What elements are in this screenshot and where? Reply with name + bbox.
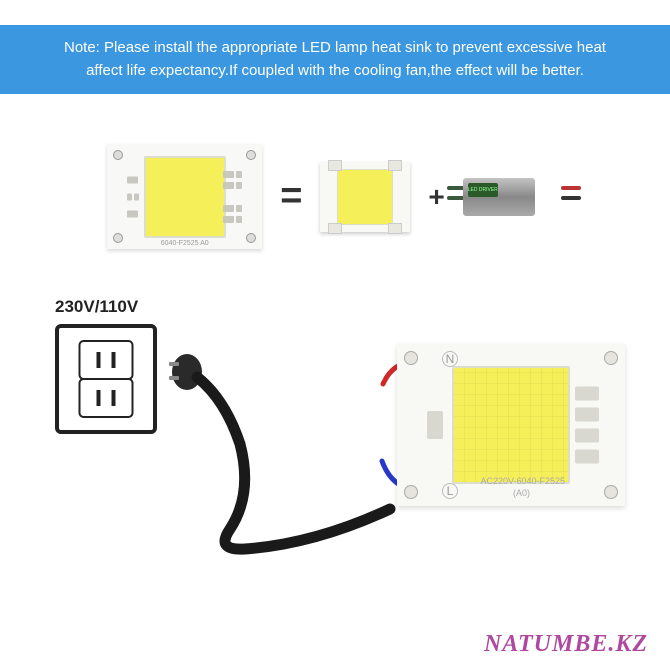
plus-sign: +	[428, 181, 444, 213]
chip-model-label: 6040-F2525 A0	[107, 240, 262, 247]
note-banner: Note: Please install the appropriate LED…	[0, 25, 670, 94]
phosphor-small	[337, 169, 393, 225]
equals-sign: =	[280, 175, 302, 218]
chip-model-large-2: (A0)	[513, 488, 530, 498]
phosphor-area	[144, 156, 226, 238]
note-line-2: affect life expectancy.If coupled with t…	[40, 60, 630, 83]
equation-row: 6040-F2525 A0 = + LED DRIVER	[0, 94, 670, 289]
phosphor-large	[452, 366, 570, 484]
cob-chip-standard	[320, 162, 410, 232]
power-outlet	[55, 324, 157, 434]
cob-chip-wired: N L AC220V-6040-F2525 (A0)	[397, 344, 625, 506]
live-terminal: L	[442, 483, 458, 499]
driver-label: LED DRIVER	[468, 183, 498, 197]
neutral-terminal: N	[442, 351, 458, 367]
chip-model-large: AC220V-6040-F2525	[480, 476, 565, 486]
top-spacer	[0, 0, 670, 25]
watermark: NATUMBE.KZ	[484, 631, 648, 658]
note-line-1: Note: Please install the appropriate LED…	[40, 37, 630, 60]
voltage-label: 230V/110V	[55, 297, 138, 317]
wiring-diagram: 230V/110V N L AC220V-6040-F2525 (A0)	[0, 289, 670, 599]
cob-chip-integrated: 6040-F2525 A0	[107, 144, 262, 249]
led-driver: LED DRIVER	[463, 174, 563, 219]
